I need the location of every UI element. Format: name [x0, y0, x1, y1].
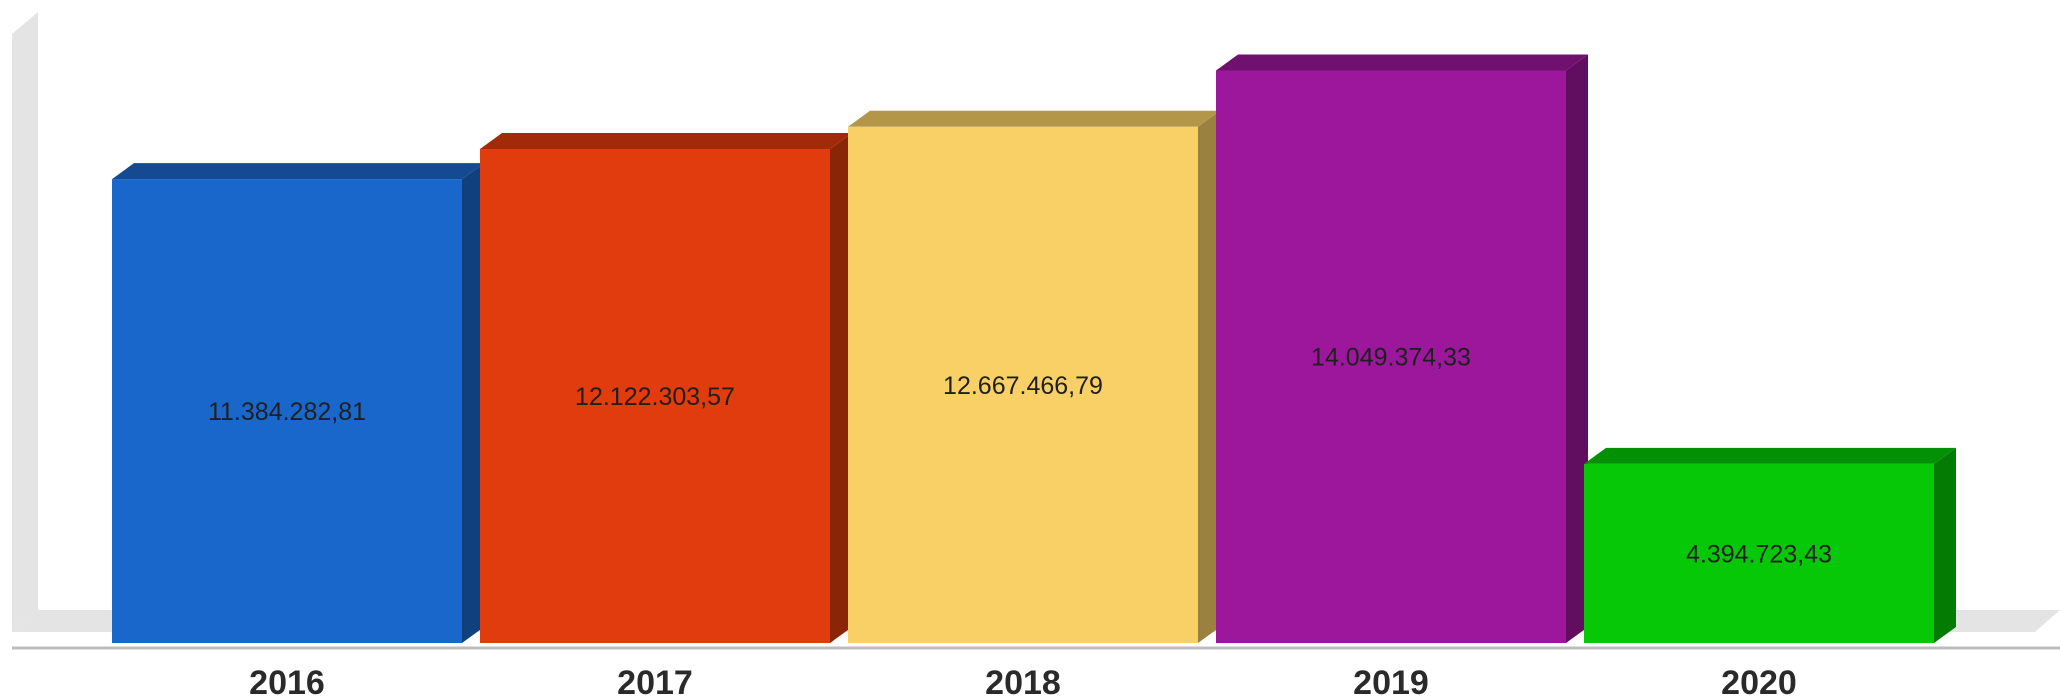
x-tick-label: 2016 [249, 664, 325, 699]
x-tick-label: 2018 [985, 664, 1061, 699]
bar-front [112, 179, 462, 644]
bars-group: 11.384.282,81 12.122.303,57 12.667.466,79 1… [112, 54, 1956, 644]
bar-front [1216, 70, 1566, 644]
bar-front [480, 149, 830, 644]
bar-side [1566, 54, 1588, 644]
bar-value-label: 14.049.374,33 [1311, 344, 1471, 372]
bar-top [480, 133, 852, 150]
bar-side [1198, 110, 1220, 644]
bar-side [830, 133, 852, 644]
bar-top [848, 110, 1220, 127]
bar-side [1934, 447, 1956, 643]
bar-2017: 12.122.303,57 [480, 133, 852, 644]
bar-top [1216, 54, 1588, 71]
bar-2020: 4.394.723,43 [1584, 447, 1956, 643]
bar-value-label: 12.122.303,57 [575, 383, 735, 411]
x-tick-label: 2019 [1353, 664, 1429, 699]
bar-2018: 12.667.466,79 [848, 110, 1220, 644]
x-tick-label: 2020 [1721, 664, 1797, 699]
bar-front [1584, 463, 1934, 643]
bar-front [848, 126, 1198, 644]
bar-value-label: 12.667.466,79 [943, 372, 1103, 400]
bar-value-label: 4.394.723,43 [1686, 540, 1832, 568]
x-axis-labels: 2016 2017 2018 2019 2020 [249, 664, 1797, 699]
bar-side [462, 163, 484, 644]
bar-2019: 14.049.374,33 [1216, 54, 1588, 644]
bar-top [1584, 447, 1956, 464]
x-tick-label: 2017 [617, 664, 693, 699]
bar-2016: 11.384.282,81 [112, 163, 484, 644]
bar-top [112, 163, 484, 180]
chart-back-wall [12, 12, 38, 632]
bar-value-label: 11.384.282,81 [208, 398, 366, 426]
